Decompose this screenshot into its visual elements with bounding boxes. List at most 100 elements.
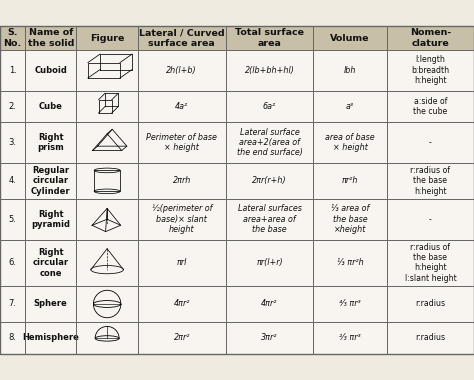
Text: Lateral / Curved
surface area: Lateral / Curved surface area bbox=[139, 28, 225, 48]
Text: 2h(l+b): 2h(l+b) bbox=[166, 66, 197, 75]
Text: a³: a³ bbox=[346, 102, 354, 111]
Text: Right
circular
cone: Right circular cone bbox=[33, 248, 69, 278]
Text: 6a²: 6a² bbox=[263, 102, 276, 111]
Bar bbox=[226, 91, 313, 122]
Bar bbox=[25, 50, 76, 91]
Bar bbox=[138, 122, 226, 163]
Bar bbox=[313, 91, 387, 122]
Text: ⁴⁄₃ πr³: ⁴⁄₃ πr³ bbox=[339, 299, 361, 309]
Text: 4a²: 4a² bbox=[175, 102, 188, 111]
Bar bbox=[387, 122, 474, 163]
Bar bbox=[25, 286, 76, 322]
Text: Regular
circular
Cylinder: Regular circular Cylinder bbox=[31, 166, 71, 196]
Bar bbox=[387, 91, 474, 122]
Text: πr²h: πr²h bbox=[342, 176, 358, 185]
Bar bbox=[313, 240, 387, 286]
Bar bbox=[0, 91, 25, 122]
Bar bbox=[0, 163, 25, 199]
Text: 4.: 4. bbox=[9, 176, 17, 185]
Bar bbox=[76, 91, 138, 122]
Bar bbox=[25, 240, 76, 286]
Bar bbox=[0, 122, 25, 163]
Text: area of base
× height: area of base × height bbox=[325, 133, 375, 152]
Bar bbox=[313, 163, 387, 199]
Bar bbox=[25, 91, 76, 122]
Text: 2(lb+bh+hl): 2(lb+bh+hl) bbox=[245, 66, 294, 75]
Bar bbox=[226, 26, 313, 50]
Bar bbox=[313, 322, 387, 353]
Bar bbox=[387, 322, 474, 353]
Bar bbox=[138, 322, 226, 353]
Bar bbox=[226, 322, 313, 353]
Bar bbox=[0, 240, 25, 286]
Bar bbox=[0, 286, 25, 322]
Bar bbox=[76, 286, 138, 322]
Bar bbox=[138, 163, 226, 199]
Text: 2πr(r+h): 2πr(r+h) bbox=[252, 176, 287, 185]
Text: r:radius: r:radius bbox=[415, 299, 446, 309]
Bar bbox=[226, 163, 313, 199]
Bar bbox=[76, 199, 138, 240]
Text: ⅓ πr²h: ⅓ πr²h bbox=[337, 258, 364, 267]
Text: Nomen-
clature: Nomen- clature bbox=[410, 28, 451, 48]
Bar bbox=[226, 50, 313, 91]
Text: Lateral surface
area+2(area of
the end surface): Lateral surface area+2(area of the end s… bbox=[237, 128, 302, 157]
Text: Sphere: Sphere bbox=[34, 299, 68, 309]
Text: r:radius of
the base
h:height: r:radius of the base h:height bbox=[410, 166, 450, 196]
Bar bbox=[76, 50, 138, 91]
Text: 4πr²: 4πr² bbox=[173, 299, 190, 309]
Text: 7.: 7. bbox=[9, 299, 17, 309]
Text: 3πr²: 3πr² bbox=[261, 333, 278, 342]
Text: 2πr²: 2πr² bbox=[173, 333, 190, 342]
Text: Cuboid: Cuboid bbox=[34, 66, 67, 75]
Text: πrl: πrl bbox=[177, 258, 187, 267]
Text: Lateral surfaces
area+area of
the base: Lateral surfaces area+area of the base bbox=[237, 204, 301, 234]
Bar bbox=[25, 163, 76, 199]
Bar bbox=[0, 199, 25, 240]
Bar bbox=[0, 322, 25, 353]
Bar bbox=[138, 199, 226, 240]
Text: 6.: 6. bbox=[9, 258, 17, 267]
Text: 3.: 3. bbox=[9, 138, 17, 147]
Text: 8.: 8. bbox=[9, 333, 17, 342]
Bar bbox=[387, 199, 474, 240]
Bar bbox=[25, 322, 76, 353]
Bar bbox=[313, 199, 387, 240]
Bar bbox=[138, 91, 226, 122]
Text: lbh: lbh bbox=[344, 66, 356, 75]
Text: 5.: 5. bbox=[9, 215, 17, 224]
Text: r:radius of
the base
h:height
l:slant height: r:radius of the base h:height l:slant he… bbox=[404, 243, 456, 283]
Text: 4πr²: 4πr² bbox=[261, 299, 278, 309]
Bar bbox=[387, 26, 474, 50]
Text: a:side of
the cube: a:side of the cube bbox=[413, 97, 447, 116]
Bar bbox=[226, 199, 313, 240]
Text: ⅓ area of
the base
×height: ⅓ area of the base ×height bbox=[331, 204, 369, 234]
Text: Name of
the solid: Name of the solid bbox=[27, 28, 74, 48]
Bar bbox=[387, 50, 474, 91]
Bar bbox=[138, 286, 226, 322]
Bar bbox=[76, 122, 138, 163]
Bar bbox=[387, 240, 474, 286]
Text: πr(l+r): πr(l+r) bbox=[256, 258, 283, 267]
Bar bbox=[76, 240, 138, 286]
Text: Hemisphere: Hemisphere bbox=[22, 333, 79, 342]
Text: r:radius: r:radius bbox=[415, 333, 446, 342]
Text: Perimeter of base
× height: Perimeter of base × height bbox=[146, 133, 217, 152]
Bar bbox=[0, 50, 25, 91]
Text: S.
No.: S. No. bbox=[3, 28, 22, 48]
Bar bbox=[387, 286, 474, 322]
Text: Cube: Cube bbox=[39, 102, 63, 111]
Text: ½(perimeter of
base)× slant
height: ½(perimeter of base)× slant height bbox=[152, 204, 212, 234]
Bar bbox=[0, 26, 25, 50]
Bar bbox=[76, 26, 138, 50]
Bar bbox=[76, 163, 138, 199]
Bar bbox=[313, 50, 387, 91]
Bar bbox=[387, 163, 474, 199]
Text: Figure: Figure bbox=[90, 34, 124, 43]
Text: ²⁄₃ πr³: ²⁄₃ πr³ bbox=[339, 333, 361, 342]
Bar bbox=[226, 122, 313, 163]
Text: Right
pyramid: Right pyramid bbox=[31, 209, 70, 229]
Bar bbox=[138, 240, 226, 286]
Bar bbox=[0, 26, 474, 353]
Bar bbox=[226, 286, 313, 322]
